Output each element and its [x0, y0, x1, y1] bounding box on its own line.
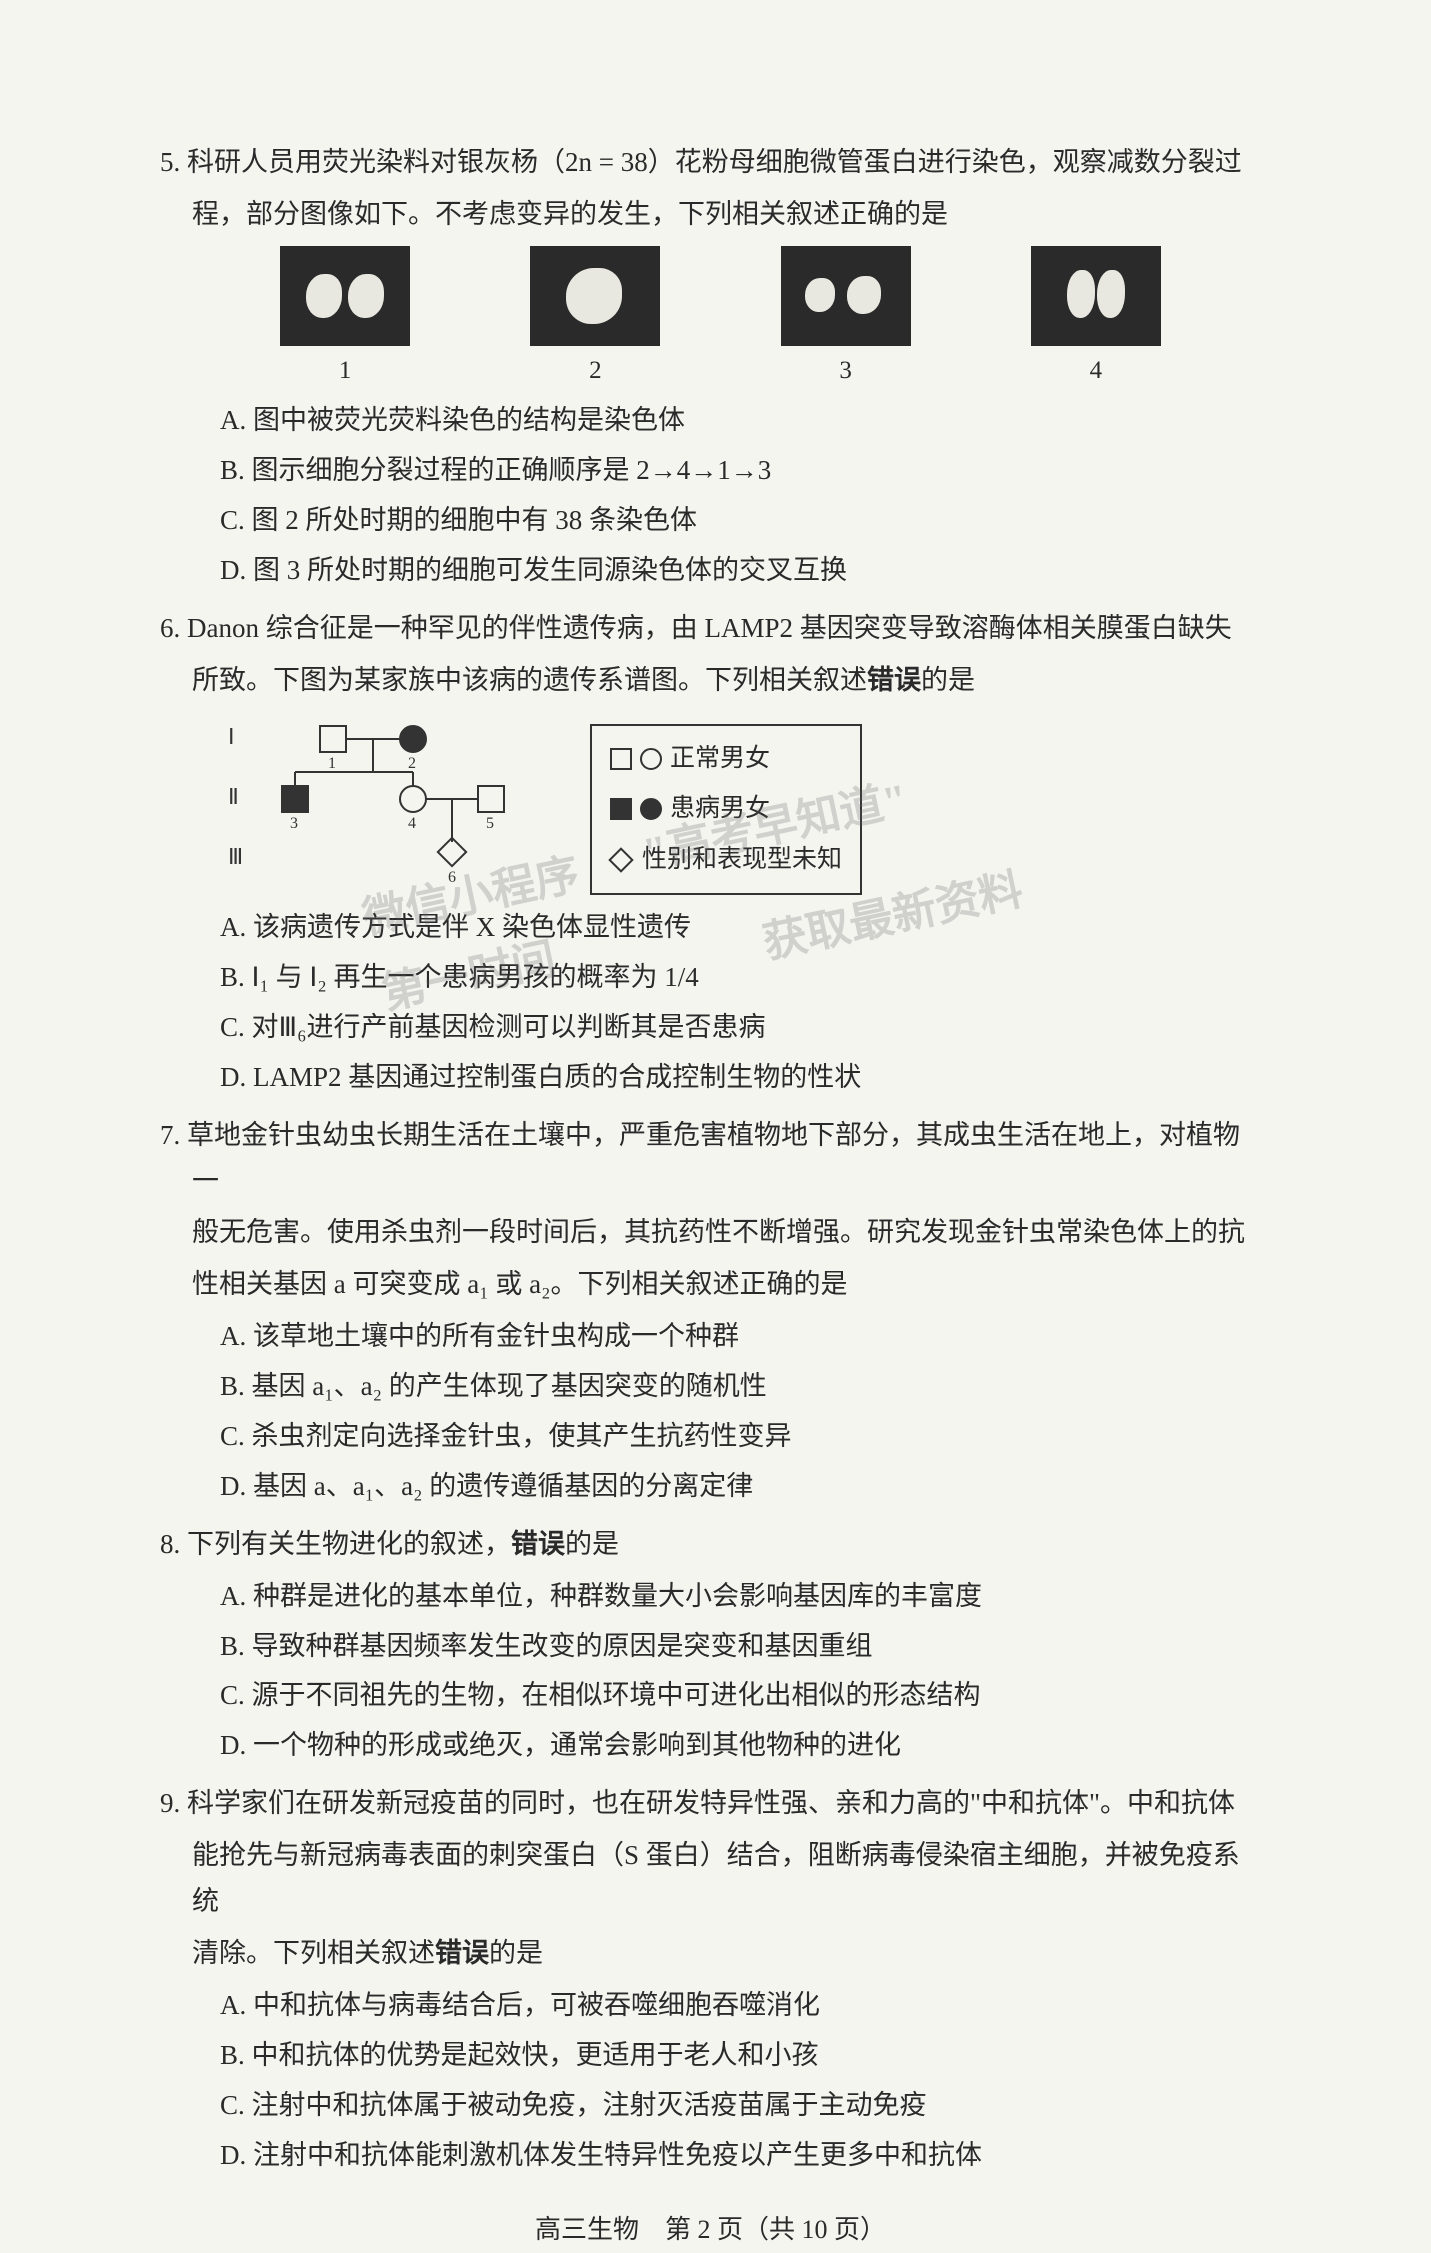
q6-pedigree: Ⅰ Ⅱ Ⅲ 1 2 3 4 5 — [220, 714, 550, 884]
q6-stem2: 所致。下图为某家族中该病的遗传系谱图。下列相关叙述 — [192, 665, 867, 695]
q8-optA: A. 种群是进化的基本单位，种群数量大小会影响基因库的丰富度 — [160, 1574, 1261, 1620]
q9-optC: C. 注射中和抗体属于被动免疫，注射灭活疫苗属于主动免疫 — [160, 2083, 1261, 2129]
q6-stem: 6. Danon 综合征是一种罕见的伴性遗传病，由 LAMP2 基因突变导致溶酶… — [160, 606, 1261, 652]
q6-stem2-tail: 的是 — [921, 665, 975, 695]
q5-optA: A. 图中被荧光荧料染色的结构是染色体 — [160, 398, 1261, 444]
q8-stem: 8. 下列有关生物进化的叙述，错误的是 — [160, 1522, 1261, 1568]
q5-stem2: 程，部分图像如下。不考虑变异的发生，下列相关叙述正确的是 — [160, 192, 1261, 238]
svg-text:6: 6 — [448, 869, 456, 884]
q5-img3-col: 3 — [781, 246, 911, 393]
q5-img4 — [1031, 246, 1161, 346]
svg-text:1: 1 — [328, 755, 336, 772]
q8-optB: B. 导致种群基因频率发生改变的原因是突变和基因重组 — [160, 1624, 1261, 1670]
q9-stem2: 能抢先与新冠病毒表面的刺突蛋白（S 蛋白）结合，阻断病毒侵染宿主细胞，并被免疫系… — [160, 1833, 1261, 1925]
q8-stem1-tail: 的是 — [565, 1529, 619, 1559]
q5-optC: C. 图 2 所处时期的细胞中有 38 条染色体 — [160, 498, 1261, 544]
q5-stem1: 科研人员用荧光染料对银灰杨（2n = 38）花粉母细胞微管蛋白进行染色，观察减数… — [187, 147, 1242, 177]
q5-img1 — [280, 246, 410, 346]
q6-legend: 正常男女 患病男女 性别和表现型未知 — [590, 724, 862, 896]
legend-affected-text: 患病男女 — [670, 788, 770, 831]
question-9: 9. 科学家们在研发新冠疫苗的同时，也在研发特异性强、亲和力高的"中和抗体"。中… — [160, 1781, 1261, 2178]
q7-num: 7. — [160, 1120, 180, 1150]
q5-stem: 5. 科研人员用荧光染料对银灰杨（2n = 38）花粉母细胞微管蛋白进行染色，观… — [160, 140, 1261, 186]
q8-stem1-bold: 错误 — [511, 1529, 565, 1559]
svg-text:3: 3 — [290, 815, 298, 832]
legend-square-filled — [610, 798, 632, 820]
q6-stem1: Danon 综合征是一种罕见的伴性遗传病，由 LAMP2 基因突变导致溶酶体相关… — [187, 613, 1232, 643]
q9-stem1: 科学家们在研发新冠疫苗的同时，也在研发特异性强、亲和力高的"中和抗体"。中和抗体 — [187, 1788, 1235, 1818]
q8-stem1: 下列有关生物进化的叙述， — [187, 1529, 511, 1559]
q9-stem3-bold: 错误 — [435, 1938, 489, 1968]
q6-optA: A. 该病遗传方式是伴 X 染色体显性遗传 — [160, 905, 1261, 951]
q5-img4-col: 4 — [1031, 246, 1161, 393]
q9-stem: 9. 科学家们在研发新冠疫苗的同时，也在研发特异性强、亲和力高的"中和抗体"。中… — [160, 1781, 1261, 1827]
q9-optB: B. 中和抗体的优势是起效快，更适用于老人和小孩 — [160, 2033, 1261, 2079]
q5-num: 5. — [160, 147, 180, 177]
q6-optD: D. LAMP2 基因通过控制蛋白质的合成控制生物的性状 — [160, 1055, 1261, 1101]
q5-optB: B. 图示细胞分裂过程的正确顺序是 2→4→1→3 — [160, 448, 1261, 494]
q9-stem3: 清除。下列相关叙述 — [192, 1938, 435, 1968]
q5-img4-label: 4 — [1090, 350, 1103, 393]
q8-optC: C. 源于不同祖先的生物，在相似环境中可进化出相似的形态结构 — [160, 1673, 1261, 1719]
q6-stem2-bold: 错误 — [867, 665, 921, 695]
svg-text:5: 5 — [486, 815, 494, 832]
q8-optD: D. 一个物种的形成或绝灭，通常会影响到其他物种的进化 — [160, 1723, 1261, 1769]
q6-optC: C. 对Ⅲ₆进行产前基因检测可以判断其是否患病 — [160, 1005, 1261, 1051]
q9-num: 9. — [160, 1788, 180, 1818]
q7-optD: D. 基因 a、a₁、a₂ 的遗传遵循基因的分离定律 — [160, 1464, 1261, 1510]
question-8: 8. 下列有关生物进化的叙述，错误的是 A. 种群是进化的基本单位，种群数量大小… — [160, 1522, 1261, 1769]
q7-optA: A. 该草地土壤中的所有金针虫构成一个种群 — [160, 1314, 1261, 1360]
page-footer: 高三生物 第 2 页（共 10 页） — [160, 2208, 1261, 2252]
q5-img1-label: 1 — [339, 350, 352, 393]
legend-normal-text: 正常男女 — [670, 738, 770, 781]
q7-optC: C. 杀虫剂定向选择金针虫，使其产生抗药性变异 — [160, 1414, 1261, 1460]
legend-circle-open — [640, 748, 662, 770]
q6-optB: B. Ⅰ₁ 与 Ⅰ₂ 再生一个患病男孩的概率为 1/4 — [160, 955, 1261, 1001]
question-7: 7. 草地金针虫幼虫长期生活在土壤中，严重危害植物地下部分，其成虫生活在地上，对… — [160, 1113, 1261, 1510]
q5-img1-col: 1 — [280, 246, 410, 393]
legend-normal: 正常男女 — [610, 738, 842, 781]
legend-unknown: 性别和表现型未知 — [610, 839, 842, 882]
svg-text:4: 4 — [408, 815, 416, 832]
q6-stem2-wrap: 所致。下图为某家族中该病的遗传系谱图。下列相关叙述错误的是 — [160, 658, 1261, 704]
q5-images: 1 2 3 4 — [220, 246, 1221, 393]
q6-pedigree-row: Ⅰ Ⅱ Ⅲ 1 2 3 4 5 — [160, 714, 1261, 896]
q7-stem1: 草地金针虫幼虫长期生活在土壤中，严重危害植物地下部分，其成虫生活在地上，对植物一 — [187, 1120, 1240, 1196]
q5-img3-label: 3 — [839, 350, 852, 393]
q7-stem2: 般无危害。使用杀虫剂一段时间后，其抗药性不断增强。研究发现金针虫常染色体上的抗 — [160, 1210, 1261, 1256]
svg-text:2: 2 — [408, 755, 416, 772]
q7-stem3: 性相关基因 a 可突变成 a₁ 或 a₂。下列相关叙述正确的是 — [160, 1262, 1261, 1308]
question-5: 5. 科研人员用荧光染料对银灰杨（2n = 38）花粉母细胞微管蛋白进行染色，观… — [160, 140, 1261, 594]
q7-optB: B. 基因 a₁、a₂ 的产生体现了基因突变的随机性 — [160, 1364, 1261, 1410]
q9-optD: D. 注射中和抗体能刺激机体发生特异性免疫以产生更多中和抗体 — [160, 2133, 1261, 2179]
q9-stem3-wrap: 清除。下列相关叙述错误的是 — [160, 1931, 1261, 1977]
q5-optD: D. 图 3 所处时期的细胞可发生同源染色体的交叉互换 — [160, 548, 1261, 594]
page-content: 5. 科研人员用荧光染料对银灰杨（2n = 38）花粉母细胞微管蛋白进行染色，观… — [160, 140, 1261, 2253]
svg-text:Ⅲ: Ⅲ — [228, 844, 243, 869]
q5-img3 — [781, 246, 911, 346]
legend-diamond — [608, 847, 633, 872]
svg-text:Ⅰ: Ⅰ — [228, 724, 235, 749]
legend-square-open — [610, 748, 632, 770]
q5-img2-label: 2 — [589, 350, 602, 393]
svg-text:Ⅱ: Ⅱ — [228, 784, 239, 809]
q6-num: 6. — [160, 613, 180, 643]
legend-affected: 患病男女 — [610, 788, 842, 831]
q8-num: 8. — [160, 1529, 180, 1559]
q9-stem3-tail: 的是 — [489, 1938, 543, 1968]
q5-img2-col: 2 — [530, 246, 660, 393]
q7-stem: 7. 草地金针虫幼虫长期生活在土壤中，严重危害植物地下部分，其成虫生活在地上，对… — [160, 1113, 1261, 1205]
question-6: 6. Danon 综合征是一种罕见的伴性遗传病，由 LAMP2 基因突变导致溶酶… — [160, 606, 1261, 1101]
legend-circle-filled — [640, 798, 662, 820]
q5-img2 — [530, 246, 660, 346]
legend-unknown-text: 性别和表现型未知 — [642, 839, 842, 882]
